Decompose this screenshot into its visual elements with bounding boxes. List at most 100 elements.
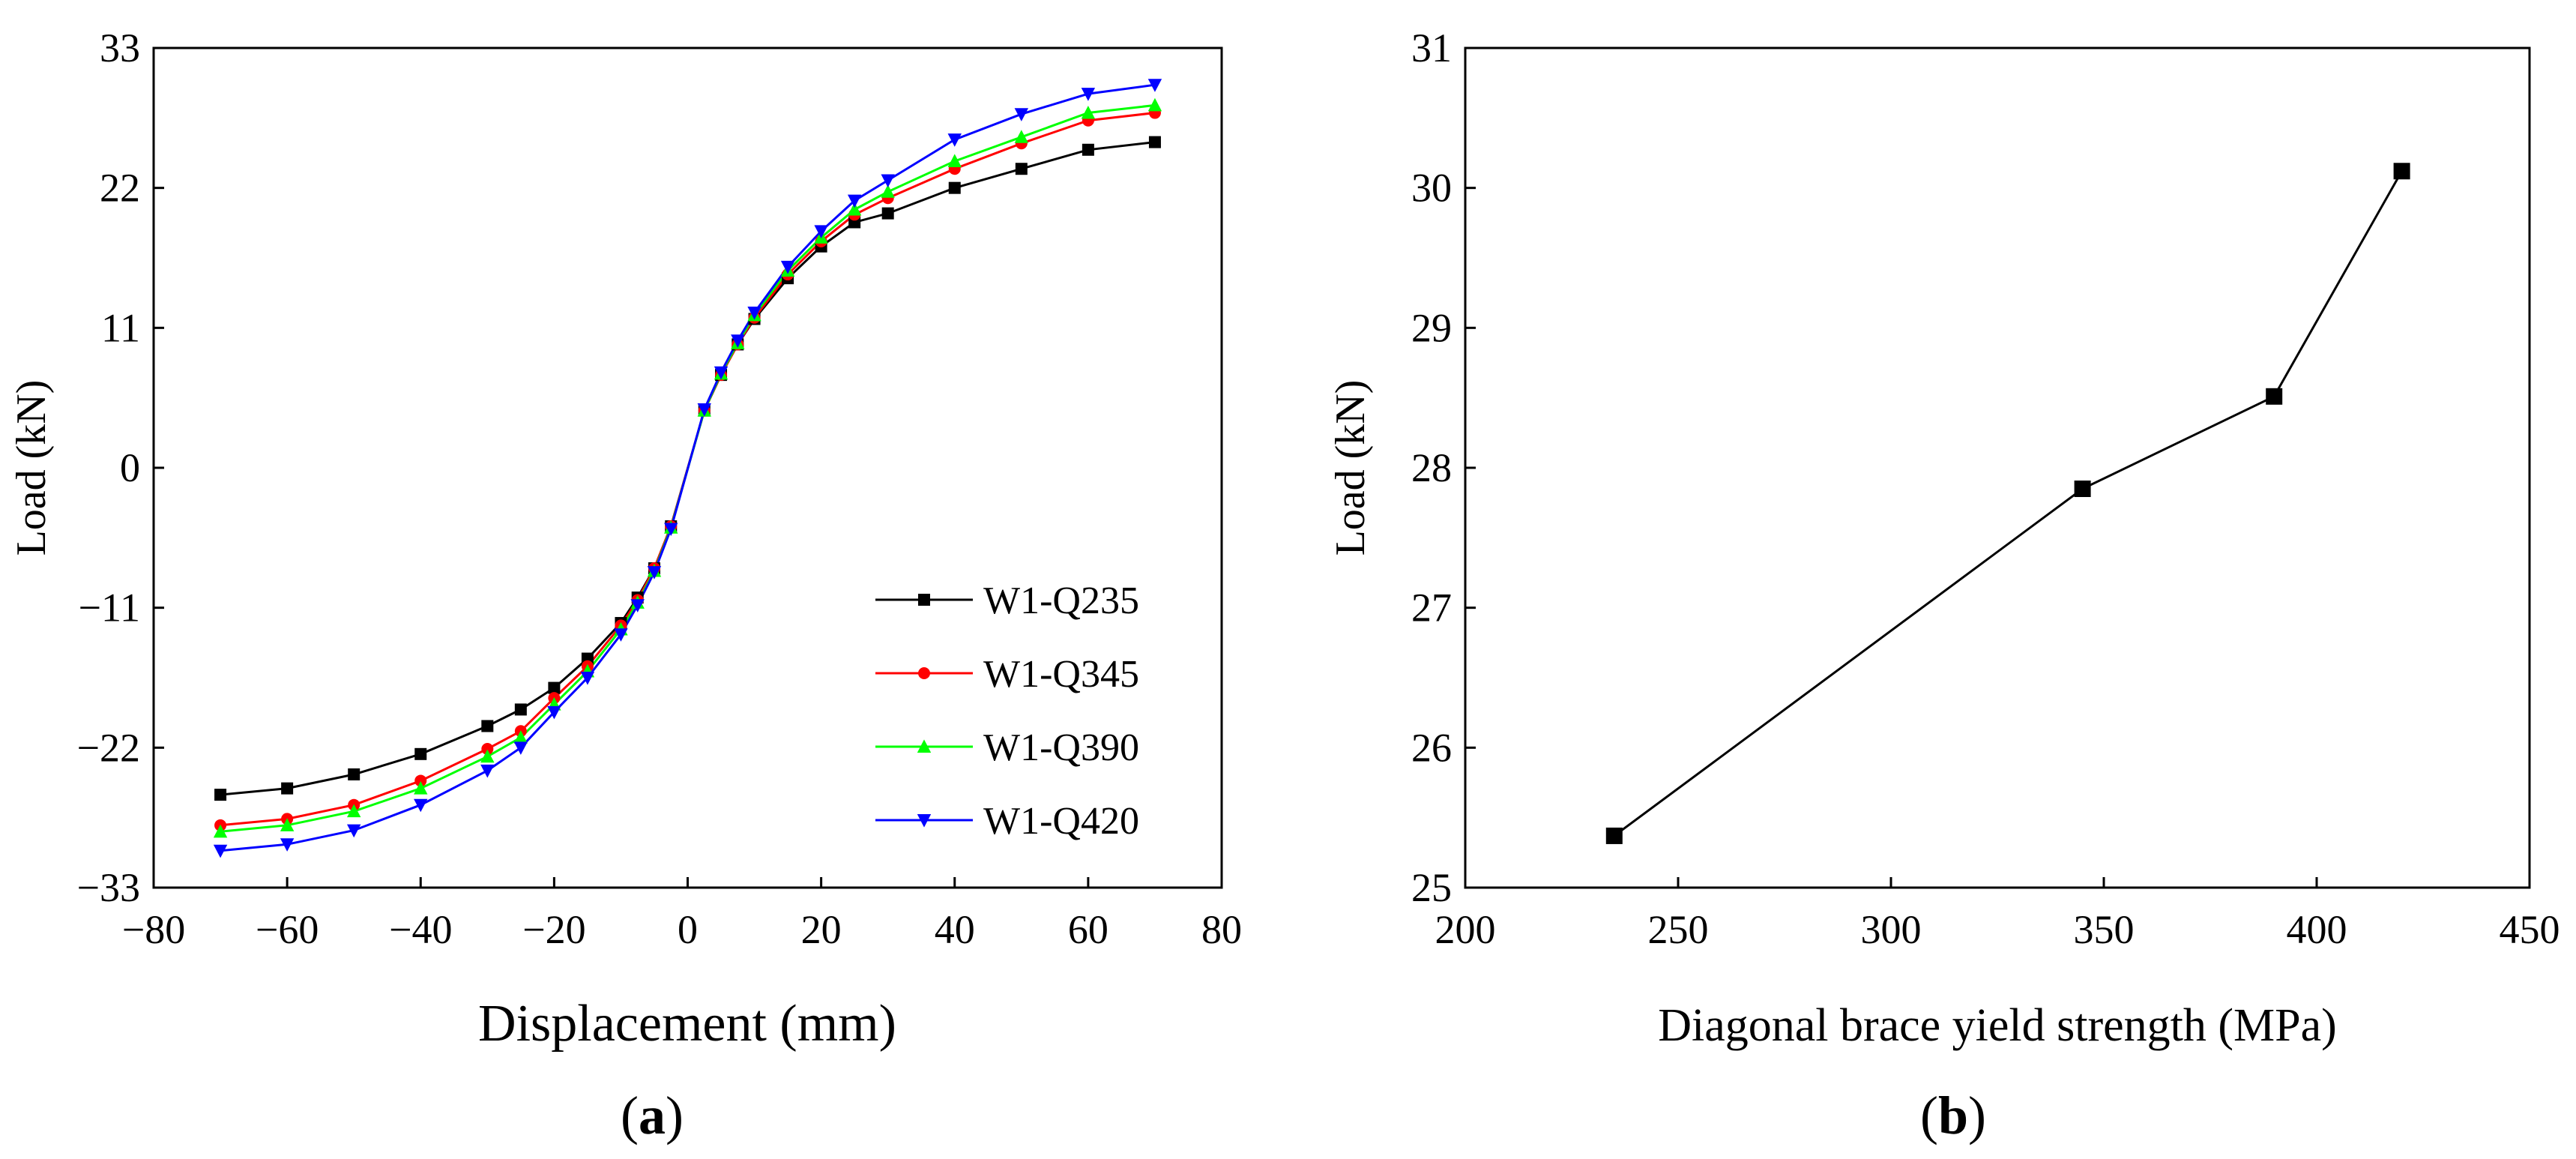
legend: W1-Q235 W1-Q345 W1-Q390 W1-Q420 <box>875 580 1139 843</box>
y-tick-label: −11 <box>79 585 140 630</box>
legend-marker <box>918 667 930 679</box>
y-tick-label: 26 <box>1411 725 1452 770</box>
data-point-w1-q390 <box>346 804 361 818</box>
data-point-w1-q390 <box>1147 97 1162 112</box>
data-point-w1-q420 <box>731 334 745 348</box>
data-point-w1-q235 <box>214 789 227 801</box>
data-point-w1-q420 <box>647 566 662 580</box>
x-tick-label: 200 <box>1435 907 1496 952</box>
x-tick-label: 40 <box>935 907 975 952</box>
x-tick-label: 450 <box>2500 907 2560 952</box>
data-point-w1-q420 <box>697 403 711 417</box>
data-point-w1-q235 <box>881 207 894 220</box>
series-line-w1-q420 <box>220 83 1156 852</box>
data-point-w1-q420 <box>747 306 761 320</box>
data-point-w1-q420 <box>213 844 228 858</box>
panel-b-chart: 200 250 300 350 400 450 25 26 27 28 29 30 31 Load (k… <box>1327 25 2560 1146</box>
data-point-w1-q390 <box>414 781 428 795</box>
data-point-w1-q420 <box>1147 79 1162 92</box>
panel-a-xlabel: Displacement (mm) <box>478 995 896 1053</box>
data-point-w1-q235 <box>481 720 494 732</box>
legend-marker <box>917 739 932 753</box>
y-tick-label: 22 <box>100 166 140 211</box>
panel-b-series-markers <box>1605 163 2410 844</box>
data-point-w1-q420 <box>414 798 428 813</box>
panel-a-ylabel: Load (kN) <box>8 380 55 556</box>
data-point-w1-q390 <box>881 184 895 198</box>
data-point-w1-q235 <box>414 747 427 760</box>
legend-entry-label: W1-Q345 <box>983 653 1139 696</box>
data-point-w1-q420 <box>480 764 495 778</box>
y-tick-label: 29 <box>1411 305 1452 350</box>
data-point-w1-q420 <box>780 260 795 274</box>
x-tick-label: 250 <box>1648 907 1709 952</box>
legend-entry-label: W1-Q420 <box>983 800 1139 843</box>
data-point-load <box>2266 388 2283 405</box>
data-point-w1-q235 <box>348 768 361 780</box>
x-tick-label: −80 <box>122 907 185 952</box>
legend-marker <box>918 594 930 606</box>
x-tick-label: 300 <box>1861 907 1922 952</box>
data-point-load <box>1605 827 1623 844</box>
data-point-w1-q420 <box>513 741 528 755</box>
data-point-w1-q420 <box>814 225 828 238</box>
panel-b-xlabel: Diagonal brace yield strength (MPa) <box>1658 1000 2337 1051</box>
data-point-w1-q235 <box>514 703 527 716</box>
data-point-w1-q235 <box>1015 163 1028 175</box>
data-point-w1-q235 <box>948 181 961 194</box>
data-point-w1-q420 <box>881 174 895 188</box>
data-point-w1-q420 <box>1081 88 1096 101</box>
data-point-w1-q420 <box>714 366 729 380</box>
data-point-w1-q420 <box>547 705 561 720</box>
data-point-w1-q390 <box>1081 105 1096 119</box>
series-line-load <box>1613 170 2403 837</box>
data-point-w1-q345 <box>481 743 494 756</box>
legend-entry-label: W1-Q390 <box>983 726 1139 769</box>
x-tick-label: 350 <box>2074 907 2135 952</box>
data-point-w1-q420 <box>1014 108 1029 121</box>
y-tick-label: 25 <box>1411 865 1452 910</box>
data-point-w1-q390 <box>1014 130 1029 143</box>
panel-a-chart: −80 −60 −40 −20 0 20 40 60 80 −33 −22 −11 0 11 22 33 Lo… <box>8 25 1242 1146</box>
x-tick-label: 60 <box>1068 907 1108 952</box>
data-point-w1-q390 <box>213 824 228 838</box>
panel-b-series-lines <box>1613 170 2403 837</box>
data-point-w1-q420 <box>847 194 862 208</box>
data-point-load <box>2393 163 2410 180</box>
data-point-w1-q235 <box>1148 136 1161 148</box>
data-point-w1-q390 <box>513 730 528 744</box>
x-tick-label: −40 <box>389 907 452 952</box>
y-tick-label: −22 <box>77 725 140 770</box>
data-point-load <box>2074 481 2091 497</box>
data-point-w1-q345 <box>414 774 427 787</box>
panel-b-ticks: 200 250 300 350 400 450 25 26 27 28 29 30 31 <box>1411 25 2560 952</box>
data-point-w1-q420 <box>947 133 962 147</box>
panel-b-plot-frame <box>1464 46 2531 889</box>
y-tick-label: 28 <box>1411 445 1452 490</box>
data-point-w1-q390 <box>847 202 862 216</box>
y-tick-label: 30 <box>1411 166 1452 211</box>
y-tick-label: 31 <box>1411 25 1452 70</box>
y-tick-label: 0 <box>120 445 140 490</box>
data-point-w1-q420 <box>346 824 361 838</box>
y-tick-label: 11 <box>101 305 140 350</box>
panel-b-label: b <box>1938 1086 1968 1146</box>
data-point-w1-q420 <box>630 599 645 612</box>
x-tick-label: −60 <box>256 907 319 952</box>
data-point-w1-q390 <box>947 154 962 168</box>
panel-a-series-lines <box>220 83 1156 852</box>
x-tick-label: −20 <box>522 907 585 952</box>
y-tick-label: −33 <box>77 865 140 910</box>
panel-a-label: a <box>639 1086 666 1146</box>
x-tick-label: 0 <box>678 907 698 952</box>
panel-b-ylabel: Load (kN) <box>1327 380 1374 556</box>
y-tick-label: 27 <box>1411 585 1452 630</box>
y-tick-label: 33 <box>100 25 140 70</box>
panel-a-series-markers <box>213 79 1162 858</box>
panel-a-caption: (a) <box>621 1086 684 1146</box>
data-point-w1-q235 <box>1082 143 1094 156</box>
panel-b-caption: (b) <box>1920 1086 1986 1146</box>
data-point-w1-q420 <box>280 838 295 852</box>
